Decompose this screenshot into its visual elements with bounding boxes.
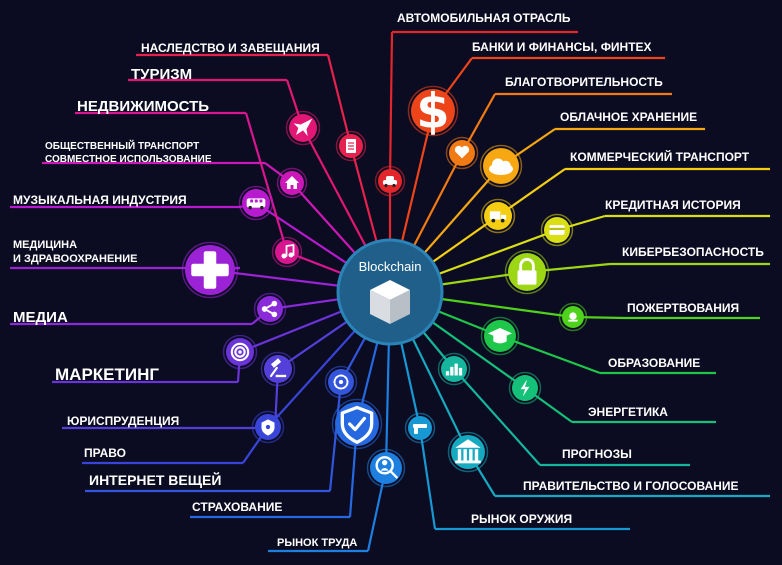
dollar-icon: $ bbox=[416, 85, 449, 140]
node-gavel bbox=[260, 351, 296, 387]
medical-cross-icon bbox=[191, 251, 229, 289]
label: МУЗЫКАЛЬНАЯ ИНДУСТРИЯ bbox=[13, 193, 187, 207]
label: НАСЛЕДСТВО И ЗАВЕЩАНИЯ bbox=[141, 41, 320, 55]
label: РЫНОК ТРУДА bbox=[277, 537, 357, 549]
label: МАРКЕТИНГ bbox=[55, 365, 159, 384]
music-icon bbox=[281, 244, 295, 259]
blockchain-hub: Blockchain bbox=[336, 238, 444, 346]
svg-text:$: $ bbox=[416, 85, 449, 140]
label: МЕДИЦИНА bbox=[13, 239, 77, 251]
lock-icon bbox=[517, 257, 537, 285]
node-dollar bbox=[407, 85, 459, 137]
label: ИНТЕРНЕТ ВЕЩЕЙ bbox=[89, 471, 221, 488]
label: ОБЛАЧНОЕ ХРАНЕНИЕ bbox=[560, 110, 697, 124]
node-share bbox=[253, 292, 287, 326]
label: АВТОМОБИЛЬНАЯ ОТРАСЛЬ bbox=[397, 11, 571, 25]
label: ОБРАЗОВАНИЕ bbox=[608, 356, 700, 370]
document-icon bbox=[346, 139, 356, 153]
gun-icon bbox=[413, 424, 427, 434]
label-line2: И ЗДРАВООХРАНЕНИЕ bbox=[13, 253, 138, 265]
label: ОБЩЕСТВЕННЫЙ ТРАНСПОРТ bbox=[45, 139, 199, 152]
label: ПРАВО bbox=[84, 446, 126, 460]
node-building bbox=[447, 431, 489, 473]
donation-icon bbox=[568, 312, 578, 322]
car-icon bbox=[383, 176, 397, 188]
lightning-icon bbox=[520, 379, 530, 397]
people-search-icon bbox=[375, 456, 398, 479]
bus-icon bbox=[246, 198, 266, 210]
label-line2: СОВМЕСТНОЕ ИСПОЛЬЗОВАНИЕ bbox=[45, 154, 212, 165]
label: БЛАГОТВОРИТЕЛЬНОСТЬ bbox=[505, 75, 663, 89]
hub-title: Blockchain bbox=[359, 259, 422, 274]
graduation-cap-icon bbox=[488, 328, 512, 344]
share-icon bbox=[261, 300, 278, 318]
label: ТУРИЗМ bbox=[131, 66, 192, 83]
node-chart bbox=[437, 352, 471, 386]
label: ПРАВИТЕЛЬСТВО И ГОЛОСОВАНИЕ bbox=[523, 479, 738, 493]
labels: АВТОМОБИЛЬНАЯ ОТРАСЛЬ БАНКИ И ФИНАНСЫ, ФИ… bbox=[13, 11, 764, 549]
label: НЕДВИЖИМОСТЬ bbox=[77, 98, 209, 115]
label: ПОЖЕРТВОВАНИЯ bbox=[627, 301, 739, 315]
label: КОММЕРЧЕСКИЙ ТРАНСПОРТ bbox=[570, 149, 750, 164]
chart-icon bbox=[445, 363, 463, 376]
target-icon bbox=[230, 342, 250, 362]
label: БАНКИ И ФИНАНСЫ, ФИНТЕХ bbox=[472, 40, 652, 54]
airplane-icon bbox=[293, 118, 313, 137]
cloud-icon bbox=[489, 158, 513, 175]
label: МЕДИА bbox=[13, 309, 68, 326]
label: КРЕДИТНАЯ ИСТОРИЯ bbox=[605, 198, 741, 212]
house-icon bbox=[285, 176, 299, 189]
heart-hand-icon bbox=[454, 145, 470, 159]
label: КИБЕРБЕЗОПАСНОСТЬ bbox=[622, 245, 764, 259]
node-people-search bbox=[366, 448, 406, 488]
shield-check-icon bbox=[340, 405, 374, 444]
truck-icon bbox=[489, 211, 507, 223]
iot-icon bbox=[333, 374, 349, 390]
label: ЭНЕРГЕТИКА bbox=[588, 405, 668, 419]
cube-icon bbox=[370, 280, 410, 324]
label: РЫНОК ОРУЖИЯ bbox=[471, 512, 572, 526]
label: ЮРИСПРУДЕНЦИЯ bbox=[67, 414, 179, 428]
gavel-icon bbox=[269, 358, 287, 378]
label: СТРАХОВАНИЕ bbox=[192, 500, 282, 514]
credit-card-icon bbox=[549, 225, 565, 235]
label: ПРОГНОЗЫ bbox=[562, 447, 632, 461]
police-badge-icon bbox=[261, 419, 275, 436]
building-icon bbox=[455, 439, 481, 464]
